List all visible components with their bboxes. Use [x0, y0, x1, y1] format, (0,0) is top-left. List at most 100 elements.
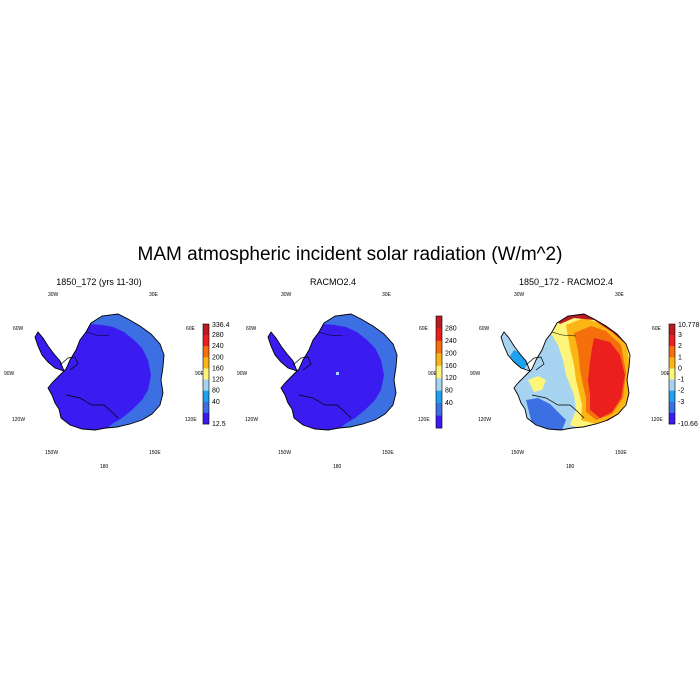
lon-label-30e: 30E: [149, 292, 159, 298]
lon-labels-panel-3: 30W 30E 60W 60E 90W 90E 120W 120E 150W 1…: [470, 292, 671, 470]
lon-label-90w: 90W: [470, 371, 481, 377]
colorbar-tick-label: -2: [678, 388, 684, 395]
ice-shelf-outline-filchner: [85, 331, 111, 337]
colorbar-segment: [669, 368, 675, 380]
map-panel-1: [34, 313, 165, 431]
colorbar-segment: [203, 401, 209, 414]
colorbar-tick-label: 200: [445, 350, 457, 357]
colorbar-segment: [203, 368, 209, 380]
lon-label-120w: 120W: [245, 417, 258, 423]
panel-title-3: 1850_172 - RACMO2.4: [518, 277, 614, 287]
colorbar-segment: [203, 324, 209, 336]
ice-shelf-outline-ross: [298, 394, 352, 419]
colorbar-segment: [203, 335, 209, 347]
colorbar-tick-label: 280: [212, 332, 224, 339]
lon-label-60w: 60W: [13, 326, 24, 332]
colorbar-segment: [436, 328, 442, 342]
lon-label-120w: 120W: [478, 417, 491, 423]
peninsula-coastline: [267, 331, 298, 372]
map-panel-2: [267, 313, 398, 431]
colorbar-tick-label: -3: [678, 399, 684, 406]
lon-label-30e: 30E: [382, 292, 392, 298]
colorbar-segment: [203, 390, 209, 403]
lon-label-90e: 90E: [428, 371, 438, 377]
colorbar-segment: [436, 353, 442, 367]
map-panel-3: [500, 313, 631, 431]
colorbar-segment: [669, 412, 675, 425]
colorbar-segment: [669, 335, 675, 347]
peninsula-negative-band: [510, 350, 528, 370]
colorbar-tick-label: 336.4: [212, 322, 230, 329]
ice-shelf-outline-filchner: [551, 331, 577, 337]
shading: [35, 314, 164, 430]
shading: [268, 314, 397, 430]
lon-label-180: 180: [100, 464, 109, 470]
colorbar-tick-label: 10.778: [678, 322, 700, 329]
colorbar-tick-label: 160: [445, 363, 457, 370]
colorbar-tick-label: 12.5: [212, 421, 226, 428]
ice-shelf-outline-ronne: [525, 356, 545, 371]
colorbar-tick-label: 1: [678, 354, 682, 361]
peninsula-coastline: [34, 331, 65, 372]
lon-label-90e: 90E: [195, 371, 205, 377]
lon-label-90e: 90E: [661, 371, 671, 377]
lon-label-150w: 150W: [278, 450, 291, 456]
lon-label-120e: 120E: [651, 417, 663, 423]
lon-label-30w: 30W: [281, 292, 292, 298]
colorbar-tick-label: 0: [678, 365, 682, 372]
colorbar-tick-label: -1: [678, 377, 684, 384]
negative-2-band-shade: [526, 398, 566, 430]
colorbar-segment: [669, 390, 675, 403]
lon-label-180: 180: [333, 464, 342, 470]
main-title: MAM atmospheric incident solar radiation…: [137, 244, 563, 265]
colorbar-segment: [436, 415, 442, 429]
lon-label-30w: 30W: [48, 292, 59, 298]
colorbar-panel-3: 10.778 3 2 1 0 -1 -2 -3 -10.66: [668, 322, 700, 428]
lon-label-90w: 90W: [237, 371, 248, 377]
colorbar-tick-label: 160: [212, 365, 224, 372]
lon-label-150e: 150E: [615, 450, 627, 456]
lon-label-60w: 60W: [246, 326, 257, 332]
lon-label-60e: 60E: [419, 326, 429, 332]
colorbar-frame: [435, 315, 443, 429]
colorbar-panel-2: 280 240 200 160 120 80 40: [435, 315, 457, 429]
colorbar-tick-label: 80: [445, 388, 453, 395]
shading: [501, 314, 630, 430]
colorbar-segment: [669, 357, 675, 369]
colorbar-tick-label: 80: [212, 388, 220, 395]
lon-label-150e: 150E: [149, 450, 161, 456]
lon-label-60e: 60E: [652, 326, 662, 332]
colorbar-tick-label: 40: [212, 399, 220, 406]
colorbar-segment: [669, 379, 675, 391]
lon-label-150w: 150W: [45, 450, 58, 456]
colorbar-segment: [669, 401, 675, 414]
colorbar-segment: [203, 412, 209, 425]
lon-label-120e: 120E: [418, 417, 430, 423]
colorbar-segment: [436, 316, 442, 329]
panel-title-2: RACMO2.4: [309, 277, 356, 287]
lon-labels-panel-2: 30W 30E 60W 60E 90W 90E 120W 120E 150W 1…: [237, 292, 438, 470]
colorbar-frame: [202, 323, 210, 425]
ice-shelf-outline-ronne: [292, 356, 312, 371]
ice-shelf-outline-ronne: [59, 356, 79, 371]
colorbar-segment: [436, 378, 442, 391]
colorbar-tick-label: 2: [678, 343, 682, 350]
colorbar-segment: [203, 346, 209, 358]
colorbar-tick-label: 120: [212, 377, 224, 384]
lon-label-60w: 60W: [479, 326, 490, 332]
colorbar-segment: [203, 379, 209, 391]
lon-label-30e: 30E: [615, 292, 625, 298]
west-zero-patch: [528, 376, 546, 392]
colorbar-tick-label: 3: [678, 332, 682, 339]
lon-label-90w: 90W: [4, 371, 15, 377]
colorbar-segment: [436, 403, 442, 416]
lon-label-180: 180: [566, 464, 575, 470]
ice-shelf-outline-filchner: [318, 331, 344, 337]
lon-labels-panel-1: 30W 30E 60W 60E 90W 90E 120W 120E 150W 1…: [4, 292, 205, 470]
pole-point: [336, 372, 339, 375]
colorbar-tick-label: 280: [445, 325, 457, 332]
lon-label-60e: 60E: [186, 326, 196, 332]
colorbar-tick-label: -10.66: [678, 421, 698, 428]
ice-shelf-outline-ross: [531, 394, 585, 419]
